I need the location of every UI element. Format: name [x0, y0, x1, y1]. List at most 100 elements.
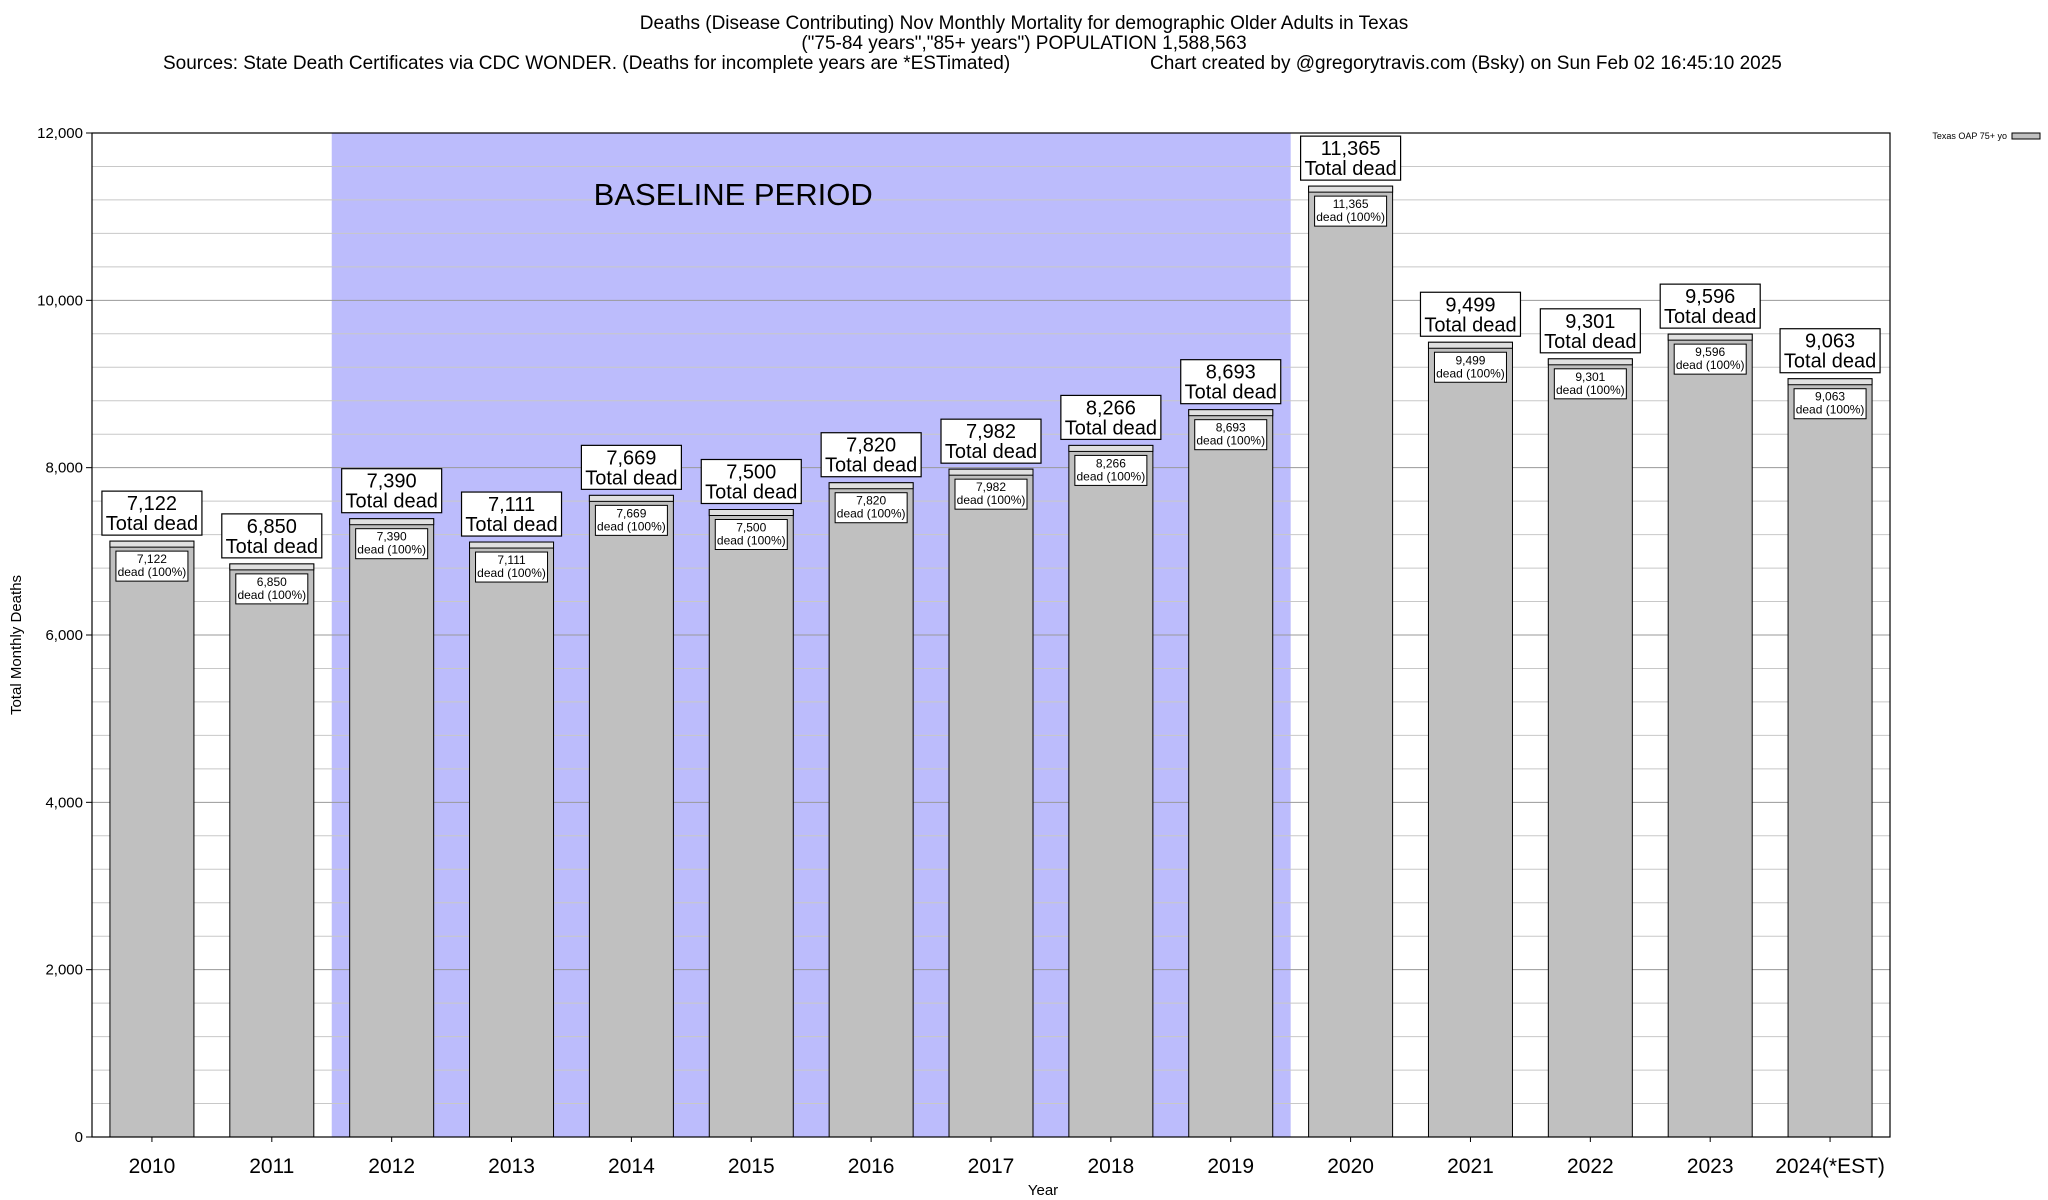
inner-value-label: 8,266	[1096, 456, 1126, 470]
total-label-box	[1060, 394, 1162, 441]
total-value-label: 7,111	[488, 494, 535, 516]
total-label-box	[1419, 291, 1522, 337]
bar-cap	[828, 482, 914, 490]
bar-cap	[469, 541, 555, 549]
inner-percent-label: dead (100%)	[1436, 366, 1505, 380]
bar-cap	[1667, 333, 1753, 341]
bar	[1308, 185, 1394, 1138]
total-dead-label: Total dead	[465, 514, 557, 536]
bar-cap	[588, 494, 674, 502]
inner-label-box	[1314, 195, 1388, 227]
inner-label-box	[834, 492, 908, 524]
inner-percent-label: dead (100%)	[118, 565, 187, 579]
inner-label-box	[594, 504, 668, 536]
inner-value-label: 6,850	[257, 575, 287, 589]
total-dead-label: Total dead	[1544, 331, 1636, 353]
bar	[1787, 378, 1873, 1138]
inner-label-box	[1194, 419, 1268, 451]
total-label-box	[1779, 328, 1881, 374]
bar	[1427, 341, 1513, 1138]
total-value-label: 7,669	[606, 447, 656, 469]
total-dead-label: Total dead	[945, 441, 1037, 463]
x-tick-label: 2011	[249, 1155, 294, 1178]
total-dead-label: Total dead	[1065, 417, 1157, 439]
bar-cap	[1427, 341, 1513, 349]
x-tick-label: 2023	[1687, 1155, 1734, 1178]
y-tick-label: 4,000	[45, 794, 83, 811]
inner-percent-label: dead (100%)	[957, 493, 1026, 507]
y-tick-label: 8,000	[45, 460, 83, 477]
inner-value-label: 7,500	[736, 521, 766, 535]
total-label-box	[1659, 283, 1761, 329]
bar	[708, 509, 794, 1138]
x-tick-label: 2012	[368, 1155, 415, 1178]
total-value-label: 7,122	[127, 493, 177, 515]
bar	[828, 482, 914, 1138]
inner-label-box	[1074, 454, 1148, 486]
bar-cap	[1308, 185, 1394, 193]
y-tick-label: 6,000	[45, 627, 83, 644]
total-label-box	[1539, 308, 1641, 354]
inner-percent-label: dead (100%)	[357, 543, 426, 557]
inner-percent-label: dead (100%)	[1196, 434, 1265, 448]
legend-label: Texas OAP 75+ yo	[1932, 131, 2007, 141]
inner-value-label: 9,596	[1695, 345, 1725, 359]
inner-label-box	[1433, 351, 1507, 383]
inner-value-label: 9,499	[1455, 353, 1485, 367]
x-tick-label: 2017	[968, 1155, 1015, 1178]
inner-label-box	[475, 551, 549, 583]
total-dead-label: Total dead	[106, 513, 198, 535]
x-tick-label: 2010	[129, 1155, 176, 1178]
total-dead-label: Total dead	[1304, 158, 1396, 180]
total-label-box	[221, 513, 323, 559]
bar	[349, 518, 435, 1138]
bar-cap	[229, 563, 315, 571]
y-tick-label: 2,000	[45, 962, 83, 979]
x-tick-label: 2013	[488, 1155, 535, 1178]
bar	[948, 468, 1034, 1138]
total-dead-label: Total dead	[1664, 306, 1756, 328]
inner-label-box	[115, 550, 189, 582]
total-dead-label: Total dead	[825, 455, 917, 477]
bar-cap	[1787, 378, 1873, 386]
total-value-label: 8,693	[1206, 362, 1256, 384]
bar-cap	[109, 540, 195, 548]
inner-percent-label: dead (100%)	[1556, 383, 1625, 397]
bar-cap	[1188, 409, 1274, 417]
total-label-box	[460, 491, 563, 537]
inner-value-label: 8,693	[1216, 421, 1246, 435]
total-dead-label: Total dead	[705, 482, 797, 504]
x-tick-label: 2014	[608, 1155, 655, 1178]
chart-sources: Sources: State Death Certificates via CD…	[163, 53, 1011, 74]
total-dead-label: Total dead	[1185, 382, 1277, 404]
inner-label-box	[1793, 388, 1867, 420]
total-value-label: 9,596	[1685, 286, 1735, 308]
y-axis-title: Total Monthly Deaths	[8, 575, 25, 715]
inner-percent-label: dead (100%)	[1796, 403, 1865, 417]
inner-label-box	[355, 528, 429, 560]
total-dead-label: Total dead	[226, 536, 318, 558]
total-dead-label: Total dead	[346, 491, 438, 513]
inner-value-label: 7,669	[616, 506, 646, 520]
y-tick-label: 12,000	[37, 125, 83, 142]
total-label-box	[1180, 359, 1282, 405]
baseline-period-label: BASELINE PERIOD	[594, 177, 873, 212]
inner-value-label: 7,122	[137, 552, 167, 566]
x-tick-label: 2016	[848, 1155, 895, 1178]
inner-value-label: 11,365	[1333, 197, 1369, 211]
x-tick-label: 2019	[1207, 1155, 1254, 1178]
bar	[109, 540, 195, 1138]
inner-value-label: 7,390	[377, 530, 407, 544]
inner-value-label: 7,111	[497, 553, 526, 567]
inner-percent-label: dead (100%)	[717, 534, 786, 548]
bar-cap	[349, 518, 435, 526]
inner-value-label: 9,063	[1815, 390, 1845, 404]
x-axis-title: Year	[1028, 1182, 1058, 1199]
y-tick-label: 10,000	[37, 292, 83, 309]
total-value-label: 6,850	[247, 516, 297, 538]
inner-percent-label: dead (100%)	[597, 519, 666, 533]
inner-percent-label: dead (100%)	[1077, 469, 1146, 483]
x-tick-label: 2018	[1088, 1155, 1135, 1178]
bar	[229, 563, 315, 1138]
